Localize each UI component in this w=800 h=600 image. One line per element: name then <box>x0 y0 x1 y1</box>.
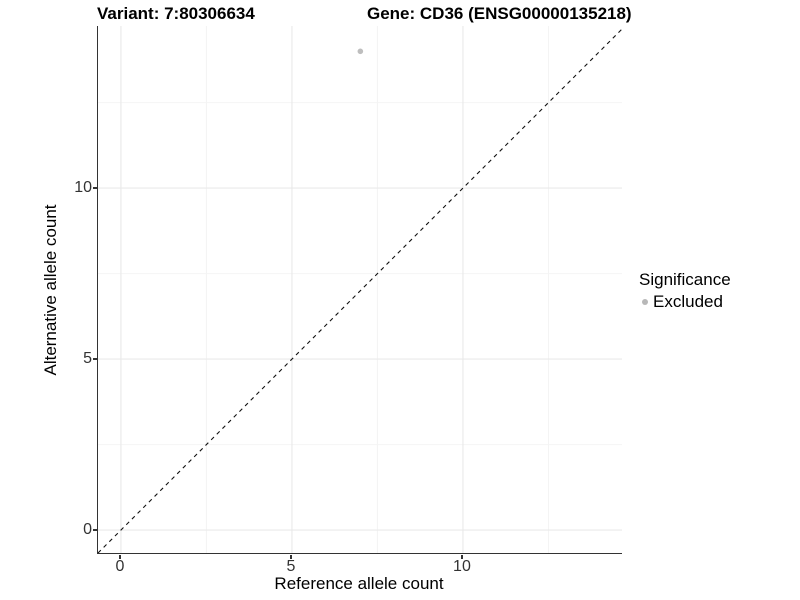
scatter-plot-canvas <box>98 26 622 553</box>
gene-title: Gene: CD36 (ENSG00000135218) <box>367 4 632 23</box>
x-axis-tick-mark <box>119 554 121 559</box>
y-axis-tick-mark <box>92 187 97 189</box>
plot-panel <box>97 26 622 554</box>
x-axis-tick-mark <box>290 554 292 559</box>
y-tick-label: 0 <box>83 521 92 539</box>
x-tick-label: 5 <box>286 558 296 575</box>
y-axis-tick-mark <box>92 358 97 360</box>
dot-icon <box>642 299 648 305</box>
data-point <box>357 48 364 55</box>
x-axis-label: Reference allele count <box>274 574 444 593</box>
legend: Significance Excluded <box>639 270 731 312</box>
variant-title: Variant: 7:80306634 <box>97 4 255 23</box>
x-axis-tick-mark <box>461 554 463 559</box>
y-axis-tick-mark <box>92 529 97 531</box>
x-tick-label: 0 <box>115 558 125 575</box>
identity-line <box>98 28 622 553</box>
x-tick-label: 10 <box>453 558 471 575</box>
legend-item-excluded: Excluded <box>639 292 731 312</box>
y-tick-label: 5 <box>83 350 92 368</box>
y-tick-label: 10 <box>74 179 92 197</box>
legend-title: Significance <box>639 270 731 289</box>
legend-item-label: Excluded <box>653 292 723 311</box>
